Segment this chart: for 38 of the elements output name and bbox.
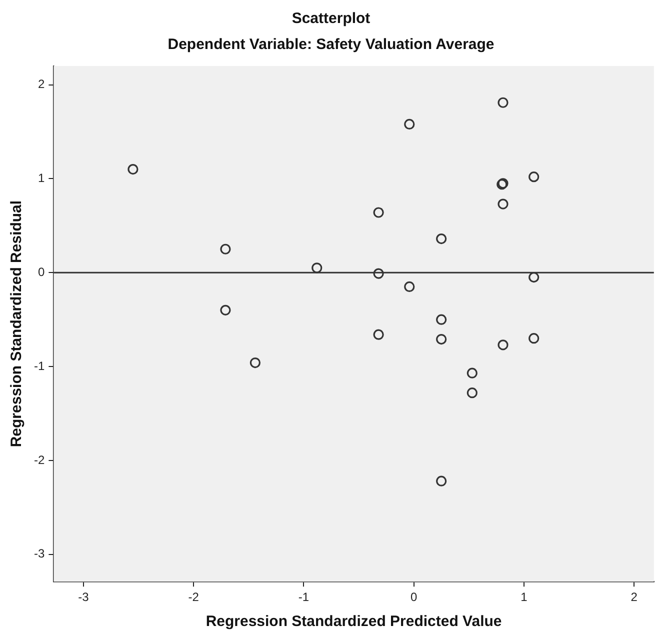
y-tick-label: -2 (34, 452, 45, 467)
x-tick-label: -2 (188, 590, 200, 604)
point (466, 388, 478, 398)
point (436, 234, 447, 244)
x-tick-label: -3 (78, 590, 90, 604)
point (436, 334, 447, 345)
y-axis-title: Regression Standardized Residual (8, 200, 26, 448)
point (528, 272, 540, 283)
x-tick-label: 2 (630, 590, 638, 604)
y-tick-label: -1 (34, 358, 45, 373)
chart-subtitle: Dependent Variable: Safety Valuation Average (168, 36, 494, 54)
point (528, 333, 540, 344)
point (250, 357, 261, 368)
chart-title: Scatterplot (292, 10, 370, 28)
point (436, 476, 447, 486)
x-axis-title: Regression Standardized Predicted Value (206, 613, 502, 630)
point (528, 172, 540, 182)
point (404, 118, 415, 130)
point (404, 281, 415, 292)
point (312, 262, 322, 274)
point (498, 97, 508, 108)
point (220, 304, 231, 316)
x-tick-label: -1 (298, 590, 310, 604)
y-tick-label: 1 (38, 171, 45, 186)
x-tick-label: 1 (520, 590, 528, 604)
x-tick-label: 0 (410, 590, 418, 604)
point (220, 244, 231, 254)
point (128, 164, 138, 175)
point (466, 368, 478, 378)
point (373, 207, 384, 218)
y-tick-label: -3 (34, 546, 45, 561)
y-tick-label: 0 (38, 264, 45, 279)
y-tick-label: 2 (38, 77, 45, 92)
point (373, 329, 384, 340)
point (498, 198, 508, 210)
point (436, 314, 447, 325)
point (498, 340, 508, 350)
point (373, 268, 384, 279)
